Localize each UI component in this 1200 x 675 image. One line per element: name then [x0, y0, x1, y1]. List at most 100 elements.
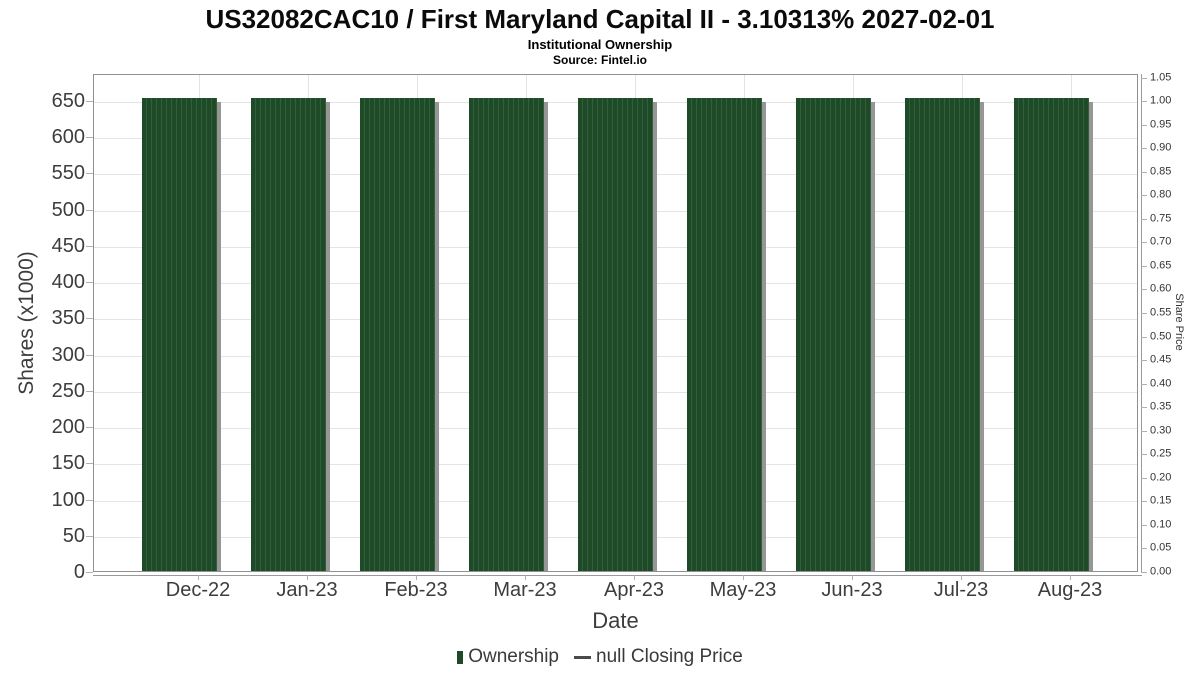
- y-axis-tick-label-right: 1.05: [1150, 71, 1172, 84]
- y-axis-tick-right: [1141, 242, 1147, 244]
- chart-subtitle: Institutional Ownership: [527, 37, 673, 52]
- x-axis-tick-label: Mar-23: [493, 579, 557, 601]
- y-axis-tick-label-right: 0.05: [1150, 541, 1172, 554]
- ownership-bar[interactable]: [1013, 98, 1089, 571]
- y-axis-tick-right: [1141, 430, 1147, 432]
- x-axis-tick-label: Apr-23: [603, 579, 665, 601]
- x-axis-tick: [1070, 575, 1071, 580]
- y-axis-tick-label-left: 550: [51, 162, 85, 185]
- y-axis-tick-right: [1141, 265, 1147, 267]
- x-axis-tick-label: Jul-23: [933, 579, 989, 601]
- y-axis-tick-right: [1141, 289, 1147, 291]
- ownership-bar[interactable]: [359, 98, 435, 571]
- y-axis-tick-label-right: 0.55: [1150, 306, 1172, 319]
- y-axis-tick-label-left: 300: [51, 343, 85, 366]
- y-axis-tick-label-right: 0.65: [1150, 259, 1172, 272]
- y-axis-tick-label-left: 150: [51, 452, 85, 475]
- y-axis-tick-label-left: 0: [73, 561, 85, 583]
- y-axis-tick-label-left: 650: [51, 89, 85, 112]
- y-axis-tick-label-left: 250: [51, 379, 85, 402]
- y-axis-tick-label-right: 0.30: [1150, 424, 1172, 437]
- y-axis-tick-right: [1141, 148, 1147, 150]
- y-axis-tick-label-right: 0.75: [1150, 212, 1172, 225]
- y-axis-tick-label-right: 0.15: [1150, 494, 1172, 507]
- y-axis-tick-label-left: 500: [51, 198, 85, 221]
- legend-label-closing-price: null Closing Price: [596, 646, 743, 667]
- y-axis-tick-left: [86, 245, 93, 247]
- y-axis-tick-label-right: 0.85: [1150, 165, 1172, 178]
- right-axis-line: [1141, 74, 1142, 573]
- x-axis-tick: [743, 575, 744, 580]
- legend-item-closing-price[interactable]: null Closing Price: [574, 646, 743, 668]
- y-axis-tick-label-right: 1.00: [1150, 94, 1172, 107]
- y-axis-tick-right: [1141, 501, 1147, 503]
- plot-area: [93, 74, 1138, 572]
- ownership-bar[interactable]: [904, 98, 980, 571]
- y-axis-tick-right: [1141, 572, 1147, 573]
- y-axis-tick-left: [86, 318, 93, 320]
- y-axis-tick-label-right: 0.25: [1150, 447, 1172, 460]
- y-axis-tick-label-left: 200: [51, 416, 85, 439]
- line-marker-icon: [574, 655, 592, 659]
- y-axis-tick-right: [1141, 312, 1147, 314]
- y-axis-tick-right: [1141, 454, 1147, 456]
- x-axis-tick: [634, 575, 635, 580]
- chart-source: Source: Fintel.io: [552, 53, 647, 67]
- y-axis-tick-left: [86, 535, 93, 537]
- y-axis-tick-right: [1141, 77, 1147, 79]
- y-axis-tick-label-right: 0.20: [1150, 471, 1172, 484]
- y-axis-tick-label-right: 0.00: [1150, 565, 1172, 578]
- x-axis-tick: [525, 575, 526, 580]
- y-axis-tick-label-right: 0.95: [1150, 118, 1172, 131]
- page-title: US32082CAC10 / First Maryland Capital II…: [205, 4, 995, 34]
- y-axis-tick-right: [1141, 195, 1147, 197]
- ownership-bar[interactable]: [141, 98, 217, 571]
- bar-marker-icon: [457, 650, 464, 664]
- y-axis-tick-right: [1141, 548, 1147, 550]
- legend: Ownership null Closing Price: [0, 646, 1200, 668]
- y-axis-tick-label-right: 0.10: [1150, 518, 1172, 531]
- y-axis-tick-label-right: 0.35: [1150, 400, 1172, 413]
- x-axis-tick: [198, 575, 199, 580]
- y-axis-tick-left: [86, 209, 93, 211]
- y-axis-tick-label-right: 0.90: [1150, 141, 1172, 154]
- ownership-bar[interactable]: [795, 98, 871, 571]
- y-axis-tick-left: [86, 137, 93, 139]
- legend-item-ownership[interactable]: Ownership: [457, 646, 559, 668]
- legend-label-ownership: Ownership: [468, 646, 560, 667]
- y-axis-tick-right: [1141, 360, 1147, 362]
- y-axis-tick-left: [86, 282, 93, 284]
- y-axis-tick-left: [86, 354, 93, 356]
- y-axis-tick-label-left: 100: [51, 488, 85, 511]
- y-axis-tick-left: [86, 173, 93, 175]
- y-axis-tick-label-left: 50: [62, 524, 85, 547]
- y-axis-tick-right: [1141, 171, 1147, 173]
- x-axis-tick-label: Jan-23: [276, 579, 338, 601]
- x-axis-tick: [307, 575, 308, 580]
- x-axis-tick-label: May-23: [709, 579, 777, 601]
- y-axis-tick-left: [86, 390, 93, 392]
- y-axis-tick-right: [1141, 336, 1147, 338]
- y-axis-tick-label-left: 350: [51, 307, 85, 330]
- y-axis-tick-right: [1141, 477, 1147, 479]
- x-axis-tick-label: Aug-23: [1037, 579, 1103, 601]
- y-axis-tick-right: [1141, 218, 1147, 220]
- ownership-bar[interactable]: [577, 98, 653, 571]
- y-axis-tick-label-right: 0.80: [1150, 188, 1172, 201]
- y-axis-tick-label-left: 450: [51, 234, 85, 257]
- x-axis-tick-label: Jun-23: [821, 579, 883, 601]
- y-axis-tick-left: [86, 572, 93, 573]
- y-axis-tick-right: [1141, 124, 1147, 126]
- y-axis-tick-right: [1141, 383, 1147, 385]
- x-axis-tick: [961, 575, 962, 580]
- ownership-bar[interactable]: [468, 98, 544, 571]
- x-axis-tick-label: Feb-23: [384, 579, 448, 601]
- y-axis-tick-label-left: 400: [51, 271, 85, 294]
- y-axis-tick-left: [86, 499, 93, 501]
- ownership-bar[interactable]: [686, 98, 762, 571]
- y-axis-tick-label-right: 0.60: [1150, 282, 1172, 295]
- x-axis-title: Date: [592, 608, 639, 633]
- y-axis-tick-label-left: 600: [51, 126, 85, 149]
- y-axis-tick-label-right: 0.45: [1150, 353, 1172, 366]
- ownership-bar[interactable]: [250, 98, 326, 571]
